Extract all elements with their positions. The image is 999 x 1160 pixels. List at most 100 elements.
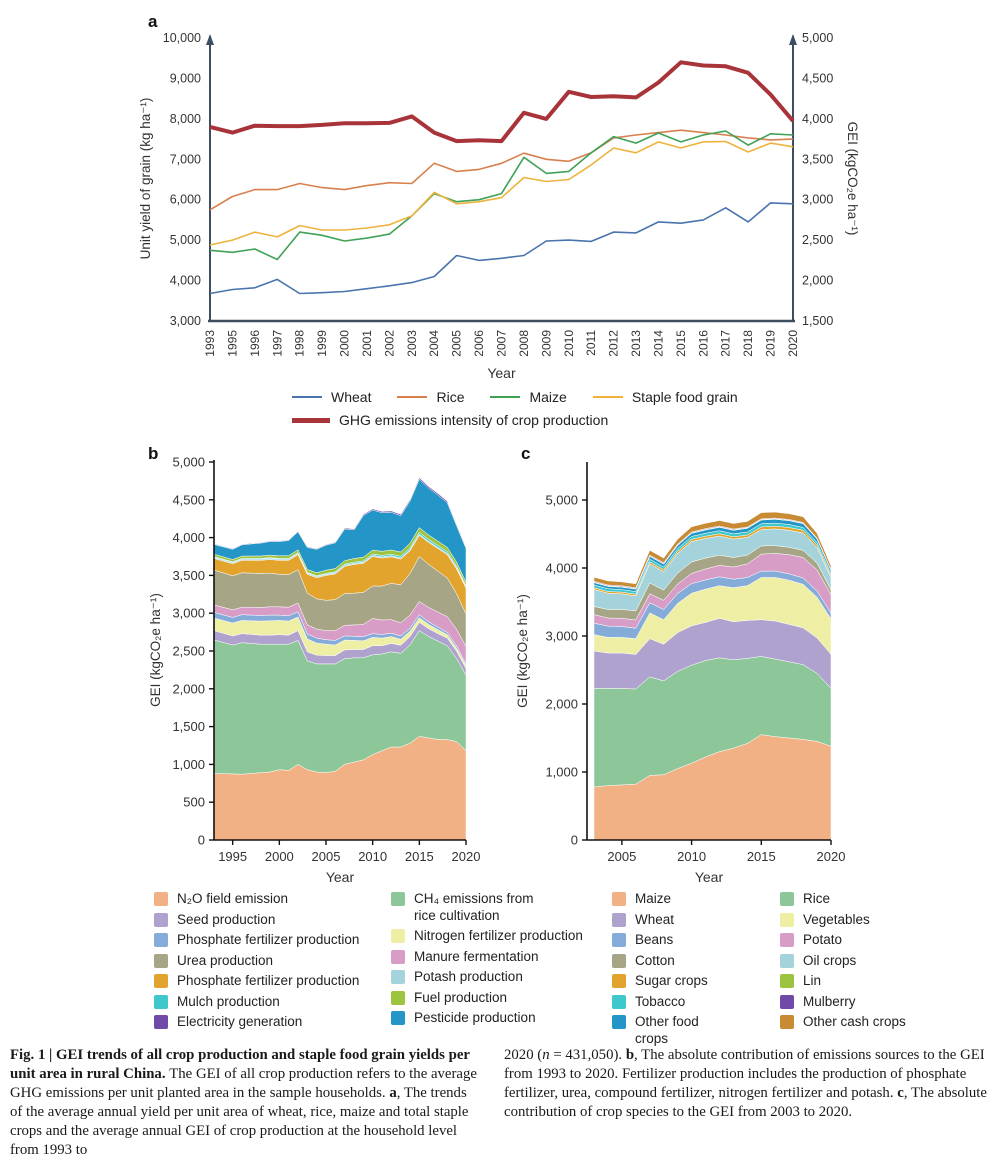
legend-color-swatch <box>391 990 405 1005</box>
legend-label: Beans <box>635 932 674 947</box>
legend-color-swatch <box>154 974 168 988</box>
legend-item: Lin <box>780 973 970 990</box>
legend-item: Urea production <box>154 953 391 970</box>
y-tick-label: 2,500 <box>172 644 205 659</box>
legend-label: Mulberry <box>803 993 856 1009</box>
caption-text-segment: = 431,050). <box>549 1047 626 1063</box>
legend-label: Nitrogen fertilizer production <box>414 928 583 943</box>
legend-color-swatch <box>612 912 626 927</box>
legend-color-swatch <box>780 1015 794 1029</box>
a-x-tick-label: 1996 <box>248 330 262 357</box>
a-right-tick-label: 4,000 <box>802 112 833 126</box>
legend-label: Phosphate fertilizer production <box>177 932 360 947</box>
x-tick-label: 2020 <box>452 849 481 864</box>
legend-item: Mulch production <box>154 994 391 1011</box>
legend-color-swatch <box>154 1015 168 1029</box>
legend-line-swatch <box>397 396 428 398</box>
a-x-tick-label: 2010 <box>562 330 576 357</box>
a-x-tick-label: 2004 <box>427 330 441 357</box>
x-tick-label: 2020 <box>817 849 846 864</box>
a-x-tick-label: 2002 <box>382 330 396 357</box>
a-x-tick-label: 2005 <box>450 330 464 357</box>
legend-item: Cotton <box>612 953 780 970</box>
legend-color-swatch <box>391 970 405 984</box>
y-tick-label: 4,500 <box>172 492 205 507</box>
a-left-tick-label: 9,000 <box>170 71 201 85</box>
legend-c-column: Maize Wheat Beans Cotton Sugar crops Tobacco O… <box>612 891 780 1051</box>
legend-c-column: Rice Vegetables Potato Oil crops Lin Mulberry… <box>780 891 970 1051</box>
legend-label: Tobacco <box>635 993 686 1009</box>
legend-item: Rice <box>780 891 970 908</box>
legend-label: Mulch production <box>177 993 280 1009</box>
legend-item: Sugar crops <box>612 973 780 990</box>
x-tick-label: 2005 <box>607 849 636 864</box>
legend-label: Wheat <box>331 389 372 405</box>
legend-label: Manure fermentation <box>414 948 539 964</box>
a-left-axis-arrow <box>206 34 214 45</box>
panel-b-legend: N₂O field emission Seed production Phospha… <box>154 891 601 1035</box>
a-right-tick-label: 4,500 <box>802 71 833 85</box>
legend-label: Maize <box>529 389 567 405</box>
legend-label: Potash production <box>414 969 523 984</box>
a-x-tick-label: 2011 <box>584 330 598 356</box>
x-tick-label: 2010 <box>677 849 706 864</box>
x-tick-label: 2005 <box>312 849 341 864</box>
legend-color-swatch <box>612 1015 626 1029</box>
legend-label: GHG emissions intensity of crop producti… <box>339 412 609 428</box>
chart-c-y-axis-title: GEI (kgCO₂e ha⁻¹) <box>515 594 530 708</box>
x-tick-label: 1995 <box>218 849 247 864</box>
a-series-ghg-emissions-intensity-of-crop-production <box>209 60 795 144</box>
caption-text-segment: , The absolute contribution of emissions… <box>504 1047 985 1101</box>
x-tick-label: 2015 <box>405 849 434 864</box>
legend-item: Phosphate fertilizer production <box>154 973 391 990</box>
a-x-tick-label: 2008 <box>517 330 531 357</box>
y-tick-label: 1,000 <box>545 765 578 780</box>
y-tick-label: 4,000 <box>172 530 205 545</box>
a-left-tick-label: 7,000 <box>170 152 201 166</box>
y-tick-label: 5,000 <box>545 493 578 508</box>
legend-a-item: Staple food grain <box>592 389 738 405</box>
legend-label: Fuel production <box>414 989 508 1005</box>
a-x-tick-label: 1999 <box>315 330 329 357</box>
legend-label: Rice <box>803 891 831 906</box>
caption-left-column: Fig. 1 | GEI trends of all crop producti… <box>10 1046 478 1160</box>
caption-text-segment: The GEI of all crop production refers to… <box>10 1066 477 1101</box>
chart-c-layer-other-cash-crops <box>593 511 832 589</box>
a-x-axis-title: Year <box>487 365 516 381</box>
legend-label: Potato <box>803 932 843 947</box>
caption-right-column: 2020 (n = 431,050). b, The absolute cont… <box>504 1046 992 1160</box>
legend-item: Maize <box>612 891 780 908</box>
legend-color-swatch <box>612 892 626 906</box>
legend-item: Potato <box>780 932 970 949</box>
legend-line-swatch <box>292 396 322 398</box>
legend-color-swatch <box>154 892 168 906</box>
a-x-tick-label: 1993 <box>203 330 217 357</box>
a-x-tick-label: 2014 <box>651 330 665 357</box>
caption-text-segment: n <box>542 1047 550 1063</box>
caption-text-segment: 2020 ( <box>504 1047 543 1063</box>
a-x-tick-label: 1995 <box>225 330 239 357</box>
a-right-axis-arrow <box>789 34 797 45</box>
legend-a-item: Wheat <box>292 389 371 405</box>
y-tick-label: 0 <box>571 833 578 848</box>
legend-label: Other cash crops <box>803 1014 906 1029</box>
legend-item: Seed production <box>154 912 391 929</box>
legend-label: Cotton <box>635 952 675 968</box>
panel-a-line-chart: 3,000 4,000 5,000 6,000 7,000 8,000 9,000 10,00… <box>138 31 860 381</box>
x-tick-label: 2000 <box>265 849 294 864</box>
a-left-tick-label: 3,000 <box>170 314 201 328</box>
legend-a-item: GHG emissions intensity of crop producti… <box>292 412 608 428</box>
y-tick-label: 1,000 <box>172 757 205 772</box>
a-x-tick-label: 2007 <box>495 330 509 357</box>
legend-color-swatch <box>391 1011 405 1025</box>
legend-color-swatch <box>780 994 794 1009</box>
legend-item: Oil crops <box>780 953 970 970</box>
chart-b-x-axis-title: Year <box>326 869 355 885</box>
a-x-tick-label: 2016 <box>696 330 710 357</box>
panel-c-letter: c <box>521 444 531 463</box>
a-series-wheat <box>209 202 794 295</box>
chart-b-layer-electricity-generation <box>213 477 467 550</box>
a-x-tick-label: 2006 <box>472 330 486 357</box>
legend-color-swatch <box>154 994 168 1009</box>
legend-label: N₂O field emission <box>177 891 289 906</box>
